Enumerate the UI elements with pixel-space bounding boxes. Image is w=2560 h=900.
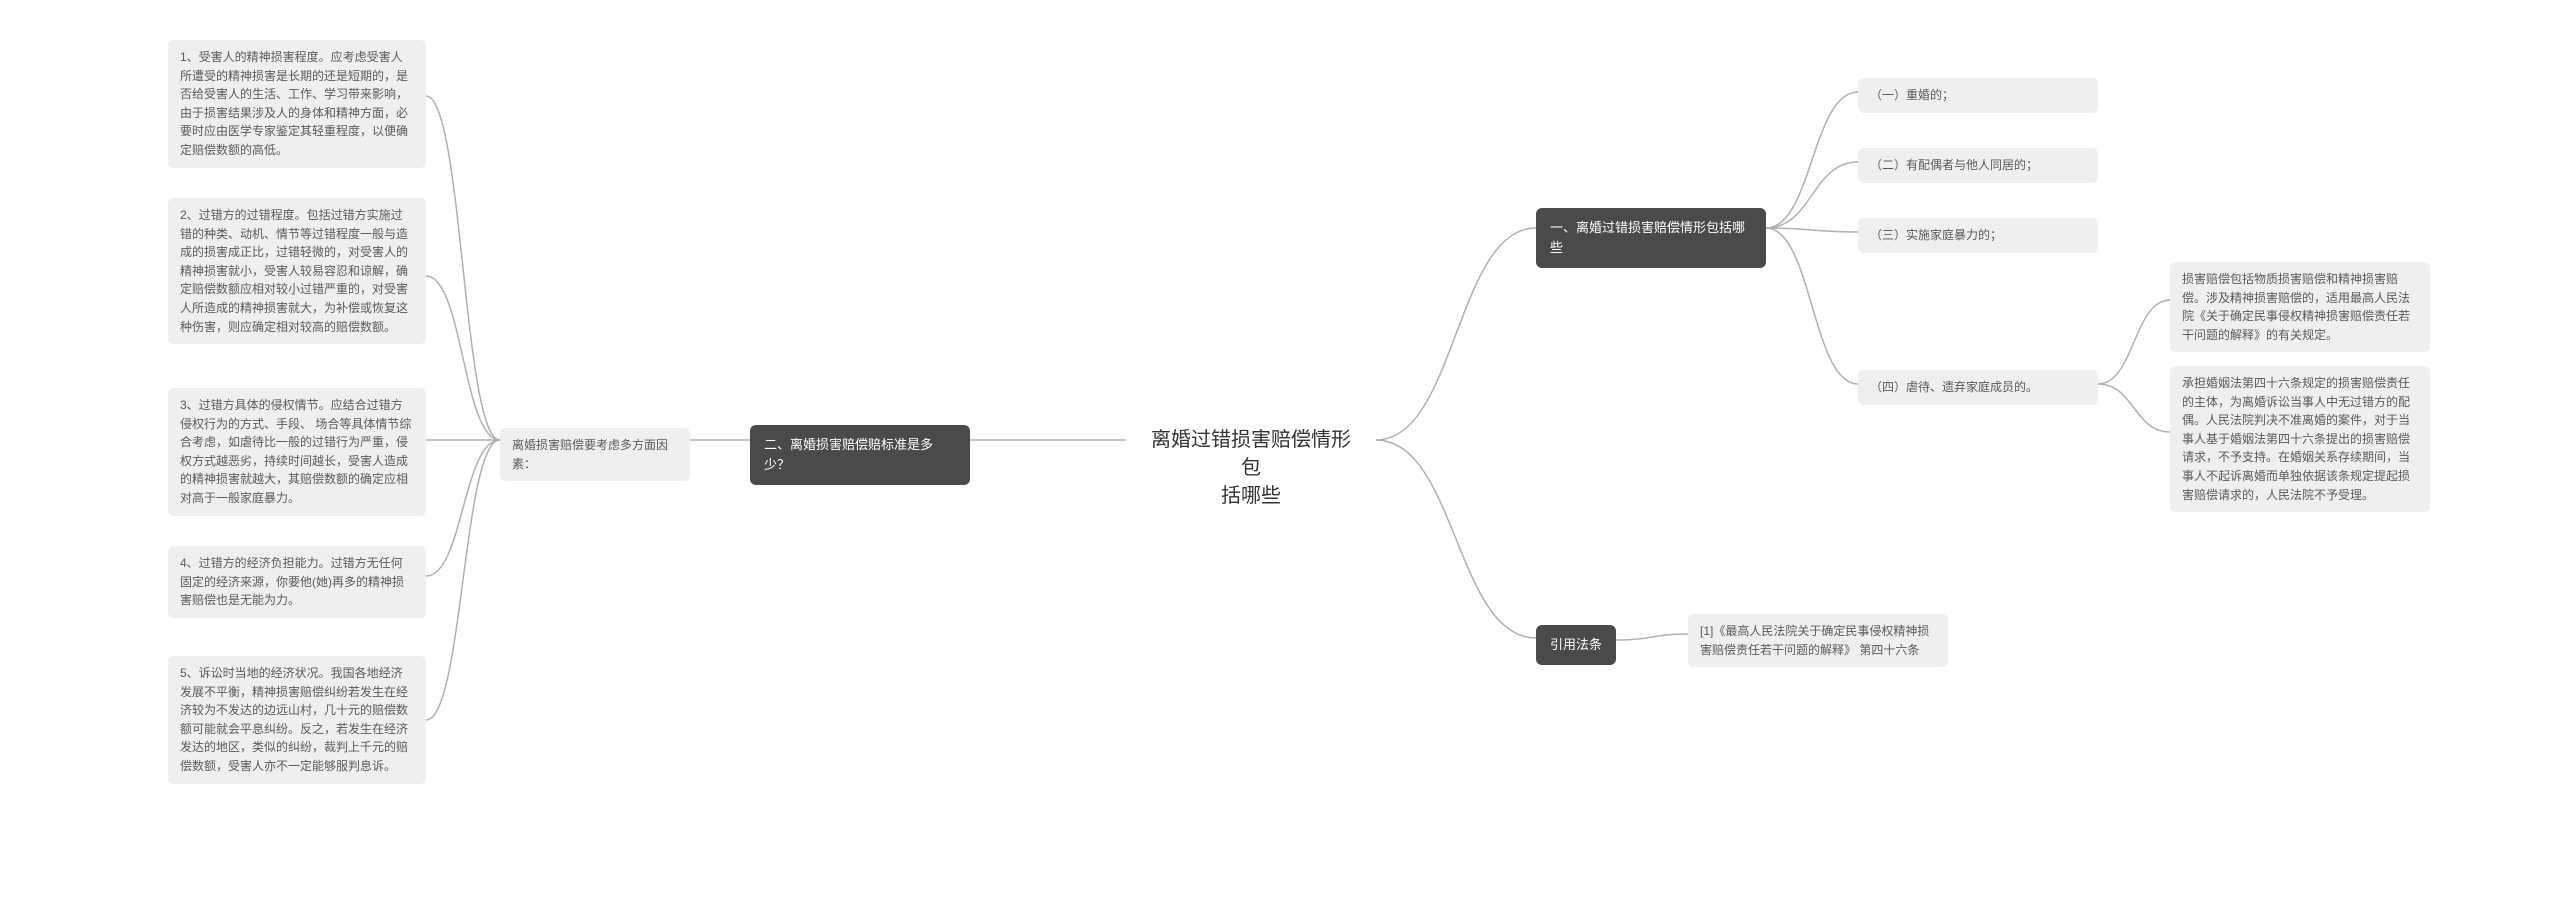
situation-4: （四）虐待、遗弃家庭成员的。 — [1858, 370, 2098, 405]
factor-3: 3、过错方具体的侵权情节。应结合过错方侵权行为的方式、手段、 场合等具体情节综合… — [168, 388, 426, 516]
situation-1: （一）重婚的； — [1858, 78, 2098, 113]
factor-5: 5、诉讼时当地的经济状况。我国各地经济发展不平衡，精神损害赔偿纠纷若发生在经济较… — [168, 656, 426, 784]
factor-2: 2、过错方的过错程度。包括过错方实施过错的种类、动机、情节等过错程度一般与造成的… — [168, 198, 426, 344]
factor-1: 1、受害人的精神损害程度。应考虑受害人所遭受的精神损害是长期的还是短期的，是否给… — [168, 40, 426, 168]
branch-citations: 引用法条 — [1536, 625, 1616, 665]
branch-situations: 一、离婚过错损害赔偿情形包括哪些 — [1536, 208, 1766, 268]
situation-4-note-2: 承担婚姻法第四十六条规定的损害赔偿责任的主体，为离婚诉讼当事人中无过错方的配偶。… — [2170, 366, 2430, 512]
situation-2: （二）有配偶者与他人同居的； — [1858, 148, 2098, 183]
situation-3: （三）实施家庭暴力的； — [1858, 218, 2098, 253]
standards-factors-label: 离婚损害赔偿要考虑多方面因素： — [500, 428, 690, 481]
situation-4-note-1: 损害赔偿包括物质损害赔偿和精神损害赔偿。涉及精神损害赔偿的，适用最高人民法院《关… — [2170, 262, 2430, 352]
citation-1: [1]《最高人民法院关于确定民事侵权精神损害赔偿责任若干问题的解释》 第四十六条 — [1688, 614, 1948, 667]
branch-standards: 二、离婚损害赔偿赔标准是多少？ — [750, 425, 970, 485]
factor-4: 4、过错方的经济负担能力。过错方无任何固定的经济来源，你要他(她)再多的精神损害… — [168, 546, 426, 618]
mindmap-center: 离婚过错损害赔偿情形包括哪些 — [1126, 414, 1376, 522]
